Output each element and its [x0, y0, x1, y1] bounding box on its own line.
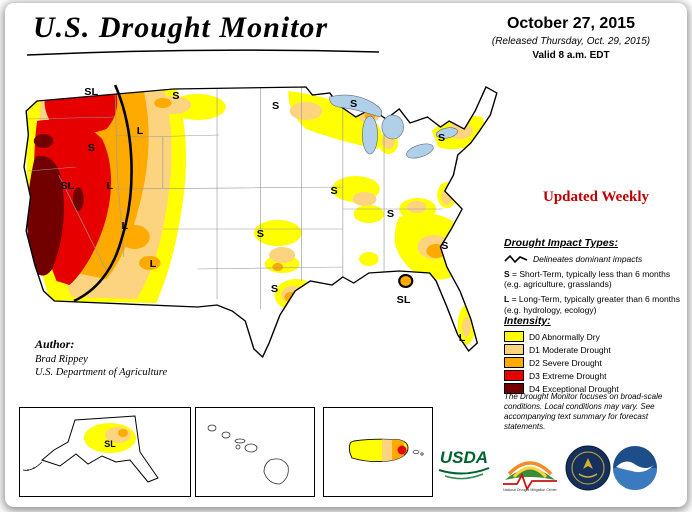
report-date: October 27, 2015 — [506, 15, 636, 32]
legend-swatch-d1 — [504, 344, 524, 355]
page-title: U.S. Drought Monitor — [33, 11, 329, 44]
d4-exceptional-drought-regions — [27, 134, 84, 276]
svg-text:L: L — [150, 259, 157, 270]
long-term-definition: L = Long-Term, typically greater than 6 … — [504, 294, 681, 315]
legend-label-d2: D2 Severe Drought — [529, 357, 602, 368]
legend-label-d3: D3 Extreme Drought — [529, 370, 607, 381]
legend-swatch-d0 — [504, 331, 524, 342]
date-block: October 27, 2015 (Released Thursday, Oct… — [455, 15, 687, 61]
legend-swatch-d2 — [504, 357, 524, 368]
svg-text:L: L — [106, 181, 113, 192]
commerce-seal-logo — [565, 445, 611, 491]
impact-types-panel: Drought Impact Types: Delineates dominan… — [504, 237, 687, 315]
svg-text:SL: SL — [60, 181, 75, 192]
valid-time: Valid 8 a.m. EDT — [532, 50, 610, 61]
svg-text:SL: SL — [84, 87, 99, 98]
legend-item: D1 Moderate Drought — [504, 344, 687, 355]
legend-item: D4 Exceptional Drought — [504, 383, 687, 394]
svg-text:S: S — [350, 99, 357, 110]
impact-line-icon — [504, 254, 528, 264]
svg-text:S: S — [387, 209, 394, 220]
svg-text:USDA: USDA — [440, 448, 488, 467]
intensity-legend: D0 Abnormally Dry D1 Moderate Drought D2… — [504, 331, 687, 394]
impact-types-heading: Drought Impact Types: — [504, 237, 618, 249]
puerto-rico-map — [348, 438, 424, 463]
legend-label-d1: D1 Moderate Drought — [529, 344, 611, 355]
us-outline — [23, 86, 498, 359]
author-org: U.S. Department of Agriculture — [35, 367, 168, 378]
svg-text:S: S — [272, 101, 279, 112]
legend-item: D2 Severe Drought — [504, 357, 687, 368]
svg-text:L: L — [122, 221, 129, 232]
intensity-heading: Intensity: — [504, 315, 551, 327]
author-block: Author: Brad Rippey U.S. Department of A… — [35, 337, 167, 378]
usda-logo: USDA — [438, 448, 490, 480]
gulf-coast-impact-area — [398, 274, 414, 288]
svg-text:S: S — [271, 284, 278, 295]
puerto-rico-inset — [323, 407, 433, 497]
svg-text:S: S — [172, 91, 179, 102]
drought-monitor-report: U.S. Drought Monitor October 27, 2015 (R… — [5, 3, 687, 507]
svg-text:National Drought Mitigation Ce: National Drought Mitigation Center — [503, 488, 558, 492]
short-term-definition: S = Short-Term, typically less than 6 mo… — [504, 269, 671, 290]
updated-weekly-label: Updated Weekly — [543, 189, 649, 205]
great-lakes — [329, 94, 458, 159]
title-underline — [26, 49, 380, 56]
svg-text:L: L — [459, 333, 466, 344]
legend-item: D0 Abnormally Dry — [504, 331, 687, 342]
svg-text:S: S — [257, 229, 264, 240]
svg-text:S: S — [441, 241, 448, 252]
ndmc-logo: National Drought Mitigation Center — [503, 461, 558, 492]
alaska-inset: SL — [19, 407, 191, 497]
svg-text:S: S — [438, 133, 445, 144]
legend-item: D3 Extreme Drought — [504, 370, 687, 381]
svg-text:L: L — [137, 126, 144, 137]
legend-label-d4: D4 Exceptional Drought — [529, 383, 619, 394]
noaa-logo — [613, 446, 657, 490]
delineates-label: Delineates dominant impacts — [533, 254, 643, 264]
svg-text:SL: SL — [397, 295, 412, 306]
svg-text:SL: SL — [104, 439, 116, 449]
release-date: (Released Thursday, Oct. 29, 2015) — [491, 36, 651, 47]
intensity-panel: Intensity: D0 Abnormally Dry D1 Moderate… — [504, 315, 687, 394]
legend-swatch-d4 — [504, 383, 524, 394]
footnote: The Drought Monitor focuses on broad-sca… — [504, 392, 663, 431]
author-heading: Author: — [35, 337, 75, 351]
author-name: Brad Rippey — [35, 354, 88, 365]
hawaii-inset — [195, 407, 315, 497]
hawaii-map — [207, 424, 289, 485]
svg-text:S: S — [88, 143, 95, 154]
legend-label-d0: D0 Abnormally Dry — [529, 331, 600, 342]
alaska-map: SL — [22, 415, 159, 483]
impact-boundary-line — [73, 84, 133, 303]
svg-text:S: S — [331, 186, 338, 197]
legend-swatch-d3 — [504, 370, 524, 381]
